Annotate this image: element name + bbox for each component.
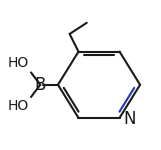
Text: N: N bbox=[124, 110, 136, 128]
Text: HO: HO bbox=[7, 56, 29, 70]
Text: HO: HO bbox=[7, 99, 29, 113]
Text: B: B bbox=[35, 76, 46, 94]
